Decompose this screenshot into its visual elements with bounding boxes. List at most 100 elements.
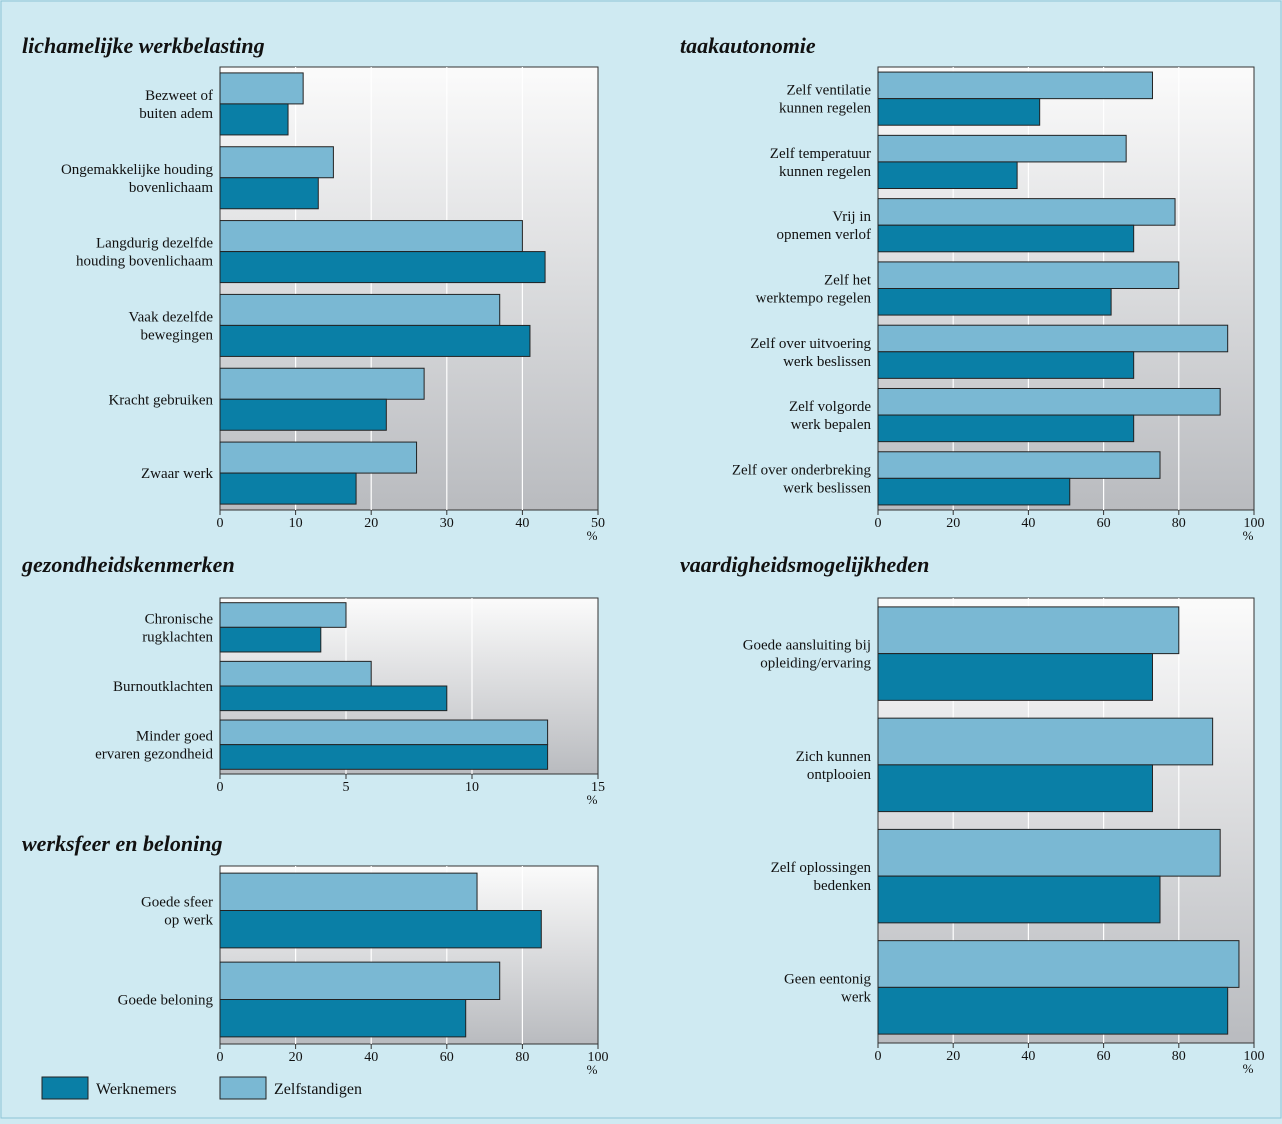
tick-label: 80 <box>515 1050 529 1065</box>
tick-label: 60 <box>440 1050 454 1065</box>
bar-werknemers <box>219 103 289 136</box>
category-label: werktempo regelen <box>756 291 872 307</box>
tick-label: 60 <box>1097 1049 1111 1064</box>
bar-werknemers <box>219 177 319 210</box>
legend-swatch <box>219 1076 267 1100</box>
tick-label: 5 <box>343 780 350 795</box>
bar-werknemers <box>877 288 1112 316</box>
bar-zelfstandigen <box>219 872 478 911</box>
tick-label: 30 <box>440 516 454 531</box>
bar-werknemers <box>219 999 467 1038</box>
category-label: Geen eentonig <box>784 971 872 987</box>
tick-label: 0 <box>875 516 882 531</box>
bar-werknemers <box>219 398 387 431</box>
category-label: werk <box>841 989 871 1005</box>
bar-werknemers <box>877 653 1153 701</box>
bar-werknemers <box>219 626 322 653</box>
bar-werknemers <box>877 986 1229 1035</box>
category-label: werk bepalen <box>791 417 872 433</box>
chart-title: taakautonomie <box>680 33 816 58</box>
bar-werknemers <box>219 472 357 505</box>
category-label: opleiding/ervaring <box>760 656 871 672</box>
bar-zelfstandigen <box>877 198 1176 226</box>
tick-label: 15 <box>591 780 605 795</box>
bar-zelfstandigen <box>877 828 1221 877</box>
category-label: werk beslissen <box>783 480 871 496</box>
bar-zelfstandigen <box>877 717 1214 766</box>
category-label: Zwaar werk <box>141 466 214 482</box>
bar-zelfstandigen <box>219 367 425 400</box>
tick-label: 60 <box>1097 516 1111 531</box>
chart-panel-2: gezondheidskenmerken Chronische rugklachte… <box>21 552 605 807</box>
category-label: buiten adem <box>139 106 213 122</box>
chart-panel-4: werksfeer en beloning Goede sfeer op werk G… <box>22 831 609 1077</box>
chart-title: gezondheidskenmerken <box>21 552 235 577</box>
category-label: Burnoutklachten <box>113 679 213 695</box>
category-label: Vrij in <box>832 209 871 225</box>
tick-label: 100 <box>588 1050 609 1065</box>
category-label: Bezweet of <box>145 88 213 104</box>
bar-zelfstandigen <box>219 220 523 253</box>
bar-werknemers <box>877 764 1153 813</box>
category-label: Zelf ventilatie <box>786 83 871 99</box>
tick-label: 40 <box>364 1050 378 1065</box>
category-label: Chronische <box>145 611 214 627</box>
plot-area <box>219 66 599 511</box>
tick-label: 10 <box>289 516 303 531</box>
axis-unit-label: % <box>587 528 598 543</box>
category-label: Ongemakkelijke houding <box>61 162 214 178</box>
tick-label: 20 <box>946 1049 960 1064</box>
category-label: Goede aansluiting bij <box>743 638 871 654</box>
category-label: ervaren gezondheid <box>95 747 213 763</box>
bar-zelfstandigen <box>877 387 1221 416</box>
bar-zelfstandigen <box>877 71 1153 100</box>
category-label: Zelf over onderbreking <box>732 462 872 478</box>
tick-label: 50 <box>591 516 605 531</box>
bar-werknemers <box>877 161 1018 190</box>
chart-title: lichamelijke werkbelasting <box>22 33 265 58</box>
tick-label: 20 <box>364 516 378 531</box>
chart-panel-1: taakautonomie Zelf ventilatie kunnen regel… <box>680 33 1265 543</box>
category-label: bedenken <box>814 878 872 894</box>
bar-werknemers <box>877 414 1135 443</box>
category-label: bewegingen <box>141 327 214 343</box>
category-label: Minder goed <box>136 729 214 745</box>
category-label: Zelf het <box>824 273 872 289</box>
category-label: Kracht gebruiken <box>108 392 213 408</box>
axis-unit-label: % <box>587 1062 598 1077</box>
tick-label: 20 <box>946 516 960 531</box>
category-label: ontplooien <box>807 767 872 783</box>
tick-label: 0 <box>217 516 224 531</box>
category-label: Zelf temperatuur <box>770 146 871 162</box>
bar-zelfstandigen <box>219 146 334 179</box>
chart-panel-3: vaardigheidsmogelijkheden Goede aansluiti… <box>680 552 1265 1076</box>
tick-label: 40 <box>515 516 529 531</box>
bar-werknemers <box>219 685 448 712</box>
bar-zelfstandigen <box>877 606 1180 655</box>
bar-zelfstandigen <box>219 72 304 105</box>
bar-zelfstandigen <box>877 261 1180 290</box>
bar-werknemers <box>219 910 542 949</box>
legend-swatch <box>41 1076 89 1100</box>
tick-label: 0 <box>875 1049 882 1064</box>
chart-title: vaardigheidsmogelijkheden <box>680 552 929 577</box>
bar-zelfstandigen <box>877 940 1240 988</box>
bar-werknemers <box>877 875 1161 924</box>
bar-zelfstandigen <box>219 602 347 628</box>
bar-werknemers <box>219 744 549 770</box>
bar-zelfstandigen <box>219 719 549 746</box>
category-label: Zelf volgorde <box>789 399 871 415</box>
tick-label: 40 <box>1021 1049 1035 1064</box>
axis-unit-label: % <box>587 792 598 807</box>
category-label: kunnen regelen <box>779 164 872 180</box>
legend-label: Zelfstandigen <box>274 1081 362 1098</box>
tick-label: 100 <box>1244 1049 1265 1064</box>
category-label: bovenlichaam <box>129 180 213 196</box>
chart-panel-0: lichamelijke werkbelasting Bezweet of buit… <box>22 33 605 543</box>
axis-unit-label: % <box>1243 1061 1254 1076</box>
category-label: Goede sfeer <box>141 895 213 911</box>
bar-werknemers <box>219 324 531 357</box>
category-label: kunnen regelen <box>779 101 872 117</box>
